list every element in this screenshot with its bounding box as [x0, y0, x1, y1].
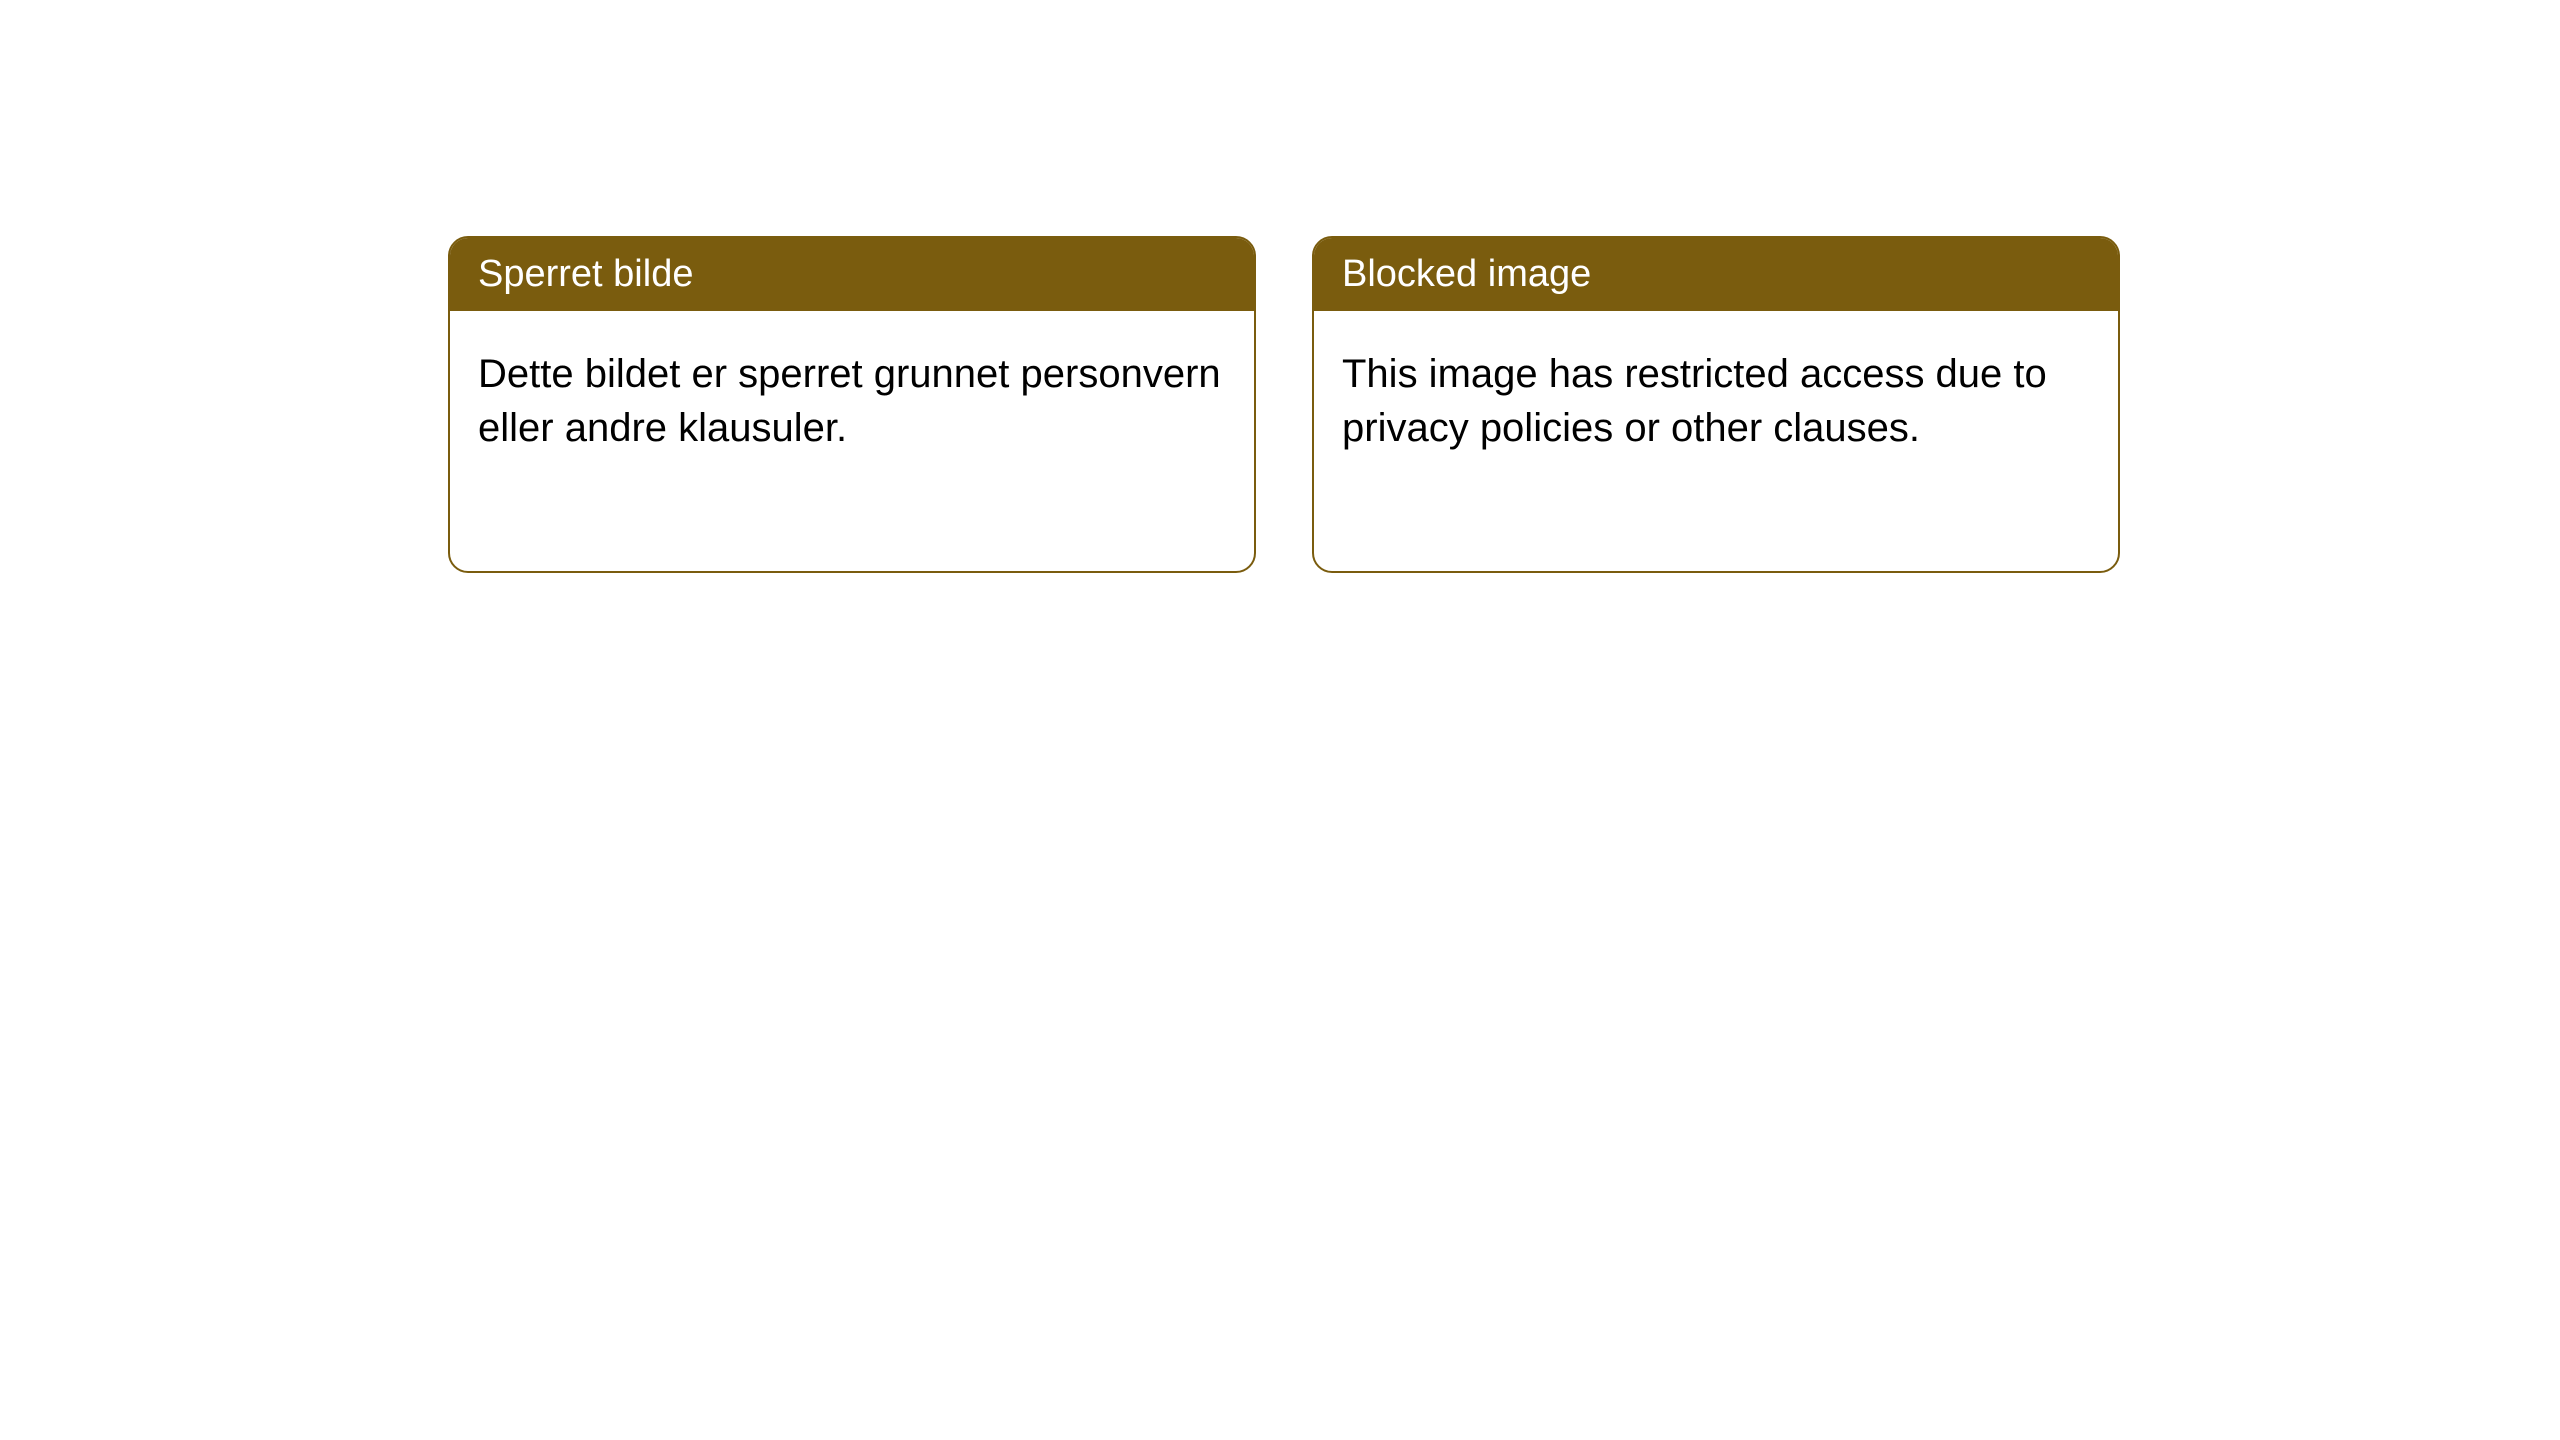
card-header: Blocked image — [1314, 238, 2118, 311]
card-body: Dette bildet er sperret grunnet personve… — [450, 311, 1254, 571]
card-body: This image has restricted access due to … — [1314, 311, 2118, 571]
blocked-image-card-no: Sperret bilde Dette bildet er sperret gr… — [448, 236, 1256, 573]
card-title: Blocked image — [1342, 253, 1591, 295]
card-body-text: Dette bildet er sperret grunnet personve… — [478, 352, 1221, 450]
notice-container: Sperret bilde Dette bildet er sperret gr… — [0, 0, 2560, 573]
card-title: Sperret bilde — [478, 253, 693, 295]
card-header: Sperret bilde — [450, 238, 1254, 311]
card-body-text: This image has restricted access due to … — [1342, 352, 2047, 450]
blocked-image-card-en: Blocked image This image has restricted … — [1312, 236, 2120, 573]
